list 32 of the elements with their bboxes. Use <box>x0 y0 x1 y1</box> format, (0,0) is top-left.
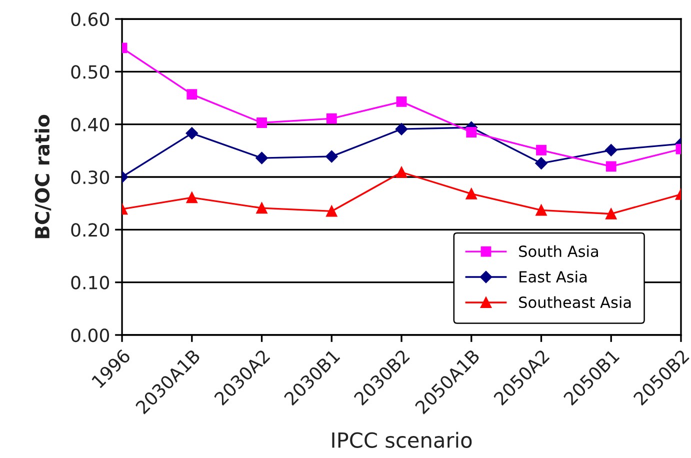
point <box>395 122 408 136</box>
point <box>605 144 618 156</box>
point <box>186 127 198 140</box>
point <box>256 202 268 214</box>
y-tick-label: 0.40 <box>71 118 110 132</box>
y-tick-label: 0.10 <box>71 276 110 290</box>
legend-label: East Asia <box>520 270 587 283</box>
y-tick-label: 0.30 <box>71 170 110 184</box>
point <box>466 188 477 200</box>
point <box>326 206 338 217</box>
point <box>466 127 477 138</box>
point <box>606 208 617 220</box>
point <box>186 192 198 204</box>
point <box>256 118 267 128</box>
point <box>256 152 268 164</box>
point <box>186 89 198 100</box>
point <box>606 161 616 172</box>
point <box>396 96 407 107</box>
point <box>536 144 546 156</box>
y-tick-label: 0.60 <box>71 12 110 26</box>
x-axis-title: IPCC scenario <box>332 432 472 448</box>
legend-label: South Asia <box>519 245 598 258</box>
y-tick-label: 0.00 <box>71 328 110 342</box>
point <box>326 113 337 124</box>
point <box>535 157 548 170</box>
y-axis-title: BC/OC ratio <box>34 114 52 238</box>
point <box>396 166 408 178</box>
y-tick-label: 0.50 <box>71 65 110 79</box>
point <box>326 150 338 163</box>
y-tick-label: 0.20 <box>71 223 110 237</box>
point <box>536 204 547 216</box>
legend-label: Southeast Asia <box>519 296 631 308</box>
